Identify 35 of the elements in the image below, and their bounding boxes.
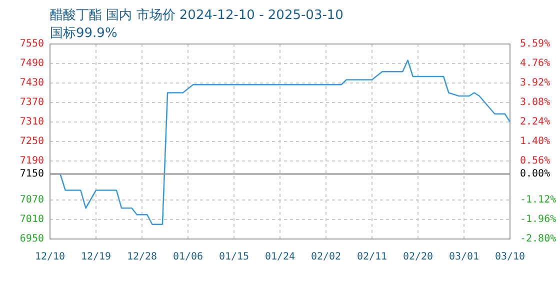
x-tick-label: 12/10	[34, 252, 66, 263]
y2-tick-label: 1.40%	[520, 136, 550, 147]
y-tick-label: 7310	[20, 116, 44, 128]
y2-tick-label: -1.96%	[520, 214, 556, 226]
x-tick-label: 02/11	[356, 252, 388, 263]
y-tick-label: 7190	[20, 156, 44, 167]
y-tick-label: 7370	[20, 97, 44, 108]
y-tick-label: 7430	[20, 78, 44, 89]
x-tick-label: 12/28	[126, 252, 158, 263]
y2-tick-label: -1.12%	[520, 194, 556, 206]
x-tick-label: 01/24	[264, 252, 296, 263]
x-tick-label: 01/15	[218, 252, 250, 263]
y2-tick-label: 3.08%	[520, 96, 550, 108]
y-tick-label: 7250	[20, 136, 44, 148]
y2-tick-label: -2.80%	[520, 234, 556, 245]
y2-tick-label: 0.56%	[520, 156, 550, 166]
y-tick-label: 7550	[20, 38, 44, 50]
x-tick-label: 03/10	[494, 252, 526, 263]
chart-title: 醋酸丁酯 国内 市场价 2024-12-10 - 2025-03-10	[50, 7, 344, 24]
y-tick-label: 7010	[20, 214, 44, 226]
x-tick-label: 01/06	[172, 252, 204, 263]
y-tick-label: 7070	[20, 194, 44, 206]
y2-tick-label: 2.24%	[520, 116, 550, 128]
x-tick-label: 02/02	[310, 252, 342, 263]
x-tick-label: 03/01	[448, 252, 480, 263]
x-tick-label: 12/19	[80, 252, 112, 263]
chart-subtitle: 国标99.9%	[50, 25, 118, 42]
y2-tick-label: 5.59%	[520, 38, 550, 50]
y2-tick-label: 3.92%	[520, 77, 550, 88]
y-tick-label: 7490	[20, 58, 44, 70]
y-tick-label: 7150	[20, 168, 44, 180]
x-tick-label: 02/20	[402, 252, 434, 263]
y2-tick-label: 0.00%	[520, 168, 550, 180]
y2-tick-label: 4.76%	[520, 58, 550, 69]
y-tick-label: 6950	[20, 234, 44, 245]
